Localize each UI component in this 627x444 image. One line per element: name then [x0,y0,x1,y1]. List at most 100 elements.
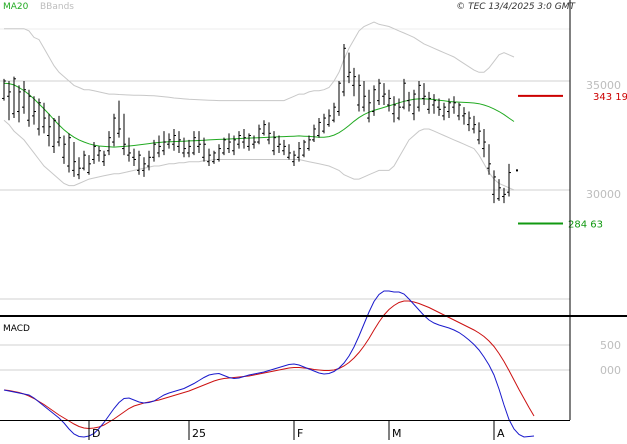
ohlc-bar [137,150,141,175]
ohlc-bar [267,122,271,145]
ohlc-bar [437,98,441,116]
ohlc-bar [102,150,106,167]
ohlc-bar [327,109,331,127]
ohlc-bar [242,128,246,149]
ohlc-bar [312,124,316,143]
ohlc-bar [122,113,126,156]
ohlc-bar [472,115,476,134]
bband-lower-line [3,119,515,191]
ohlc-bar [272,131,276,156]
ohlc-bar [457,102,461,121]
ohlc-bar [282,139,286,156]
ohlc-bar [27,89,31,127]
ohlc-bar [257,124,261,145]
ohlc-bar [42,102,46,134]
ohlc-bar [202,137,206,162]
ohlc-bar [22,81,26,114]
ohlc-bar [142,157,146,177]
ohlc-bar [17,85,21,123]
ohlc-bar [212,150,216,164]
ohlc-bar [222,137,226,156]
ohlc-bar [432,94,436,114]
ohlc-bar [302,139,306,158]
ohlc-bar [117,100,121,138]
ohlc-bar [2,78,6,101]
ohlc-bar [287,144,291,160]
legend-ma: MA20 [3,2,29,12]
ohlc-bar [402,78,406,110]
ohlc-bar [187,139,191,158]
ohlc-bar [237,131,241,149]
ohlc-bar [172,128,176,151]
ohlc-bar [422,83,426,105]
ohlc-bar [417,81,421,112]
ohlc-bar [342,43,346,97]
ohlc-bar [447,98,451,119]
time-tick-label: A [497,427,505,440]
ohlc-bar [332,102,336,123]
ohlc-bar [107,131,111,156]
ohlc-bar [352,67,356,97]
ohlc-bar [307,135,311,151]
time-tick-label: M [392,427,402,440]
ohlc-bar [52,118,56,153]
ohlc-bar [12,76,16,119]
ohlc-bar [467,111,471,132]
ohlc-bar [112,113,116,147]
ohlc-bar [32,96,36,125]
ohlc-bar [217,144,221,162]
ohlc-bar [182,137,186,158]
ohlc-bar [7,81,11,121]
price-tick-label: 30000 [586,188,621,201]
ohlc-bar [167,133,171,149]
ohlc-bar [72,142,76,177]
ohlc-bar [67,133,71,173]
ohlc-bar [487,144,491,175]
ohlc-bar [232,135,236,156]
ohlc-bar [442,102,446,121]
ohlc-bar [252,135,256,149]
ohlc-bar [177,131,181,153]
ohlc-bar [412,89,416,121]
ohlc-bar [497,179,501,201]
ohlc-bar [372,85,376,116]
ohlc-bar [502,187,506,204]
ohlc-bar [227,133,231,153]
ohlc-bar [492,170,496,204]
ohlc-bar [62,135,66,164]
macd-tick-label: 500 [600,339,621,352]
ohlc-bar [462,107,466,125]
ohlc-bar [262,120,266,136]
time-tick-label: 25 [192,427,206,440]
ohlc-bar [192,131,196,156]
ohlc-bar [162,131,166,156]
ohlc-bar [317,118,321,138]
ohlc-bar [387,89,391,112]
macd-title: MACD [3,324,30,334]
ohlc-bar [362,81,366,112]
macd-line [3,290,535,438]
ohlc-bar [507,163,511,197]
ohlc-bar [357,74,361,112]
legend-bbands: BBands [40,2,74,12]
time-tick-label: F [297,427,303,440]
ohlc-bar [37,98,41,136]
ohlc-bar [482,128,486,158]
ohlc-bar [57,115,61,147]
ohlc-bar [197,131,201,153]
ohlc-bar [392,96,396,123]
ohlc-bar [297,142,301,162]
macd-tick-label: 000 [600,364,621,377]
ohlc-bar [87,155,91,175]
last-price-marker [516,169,518,172]
support-label: 284 63 [568,220,603,231]
ohlc-bar [337,81,341,116]
ohlc-bar [47,113,51,147]
copyright-text: © TEC 13/4/2025 3:0 GMT [456,2,576,12]
ohlc-bar [127,137,131,162]
ohlc-bar [147,150,151,171]
ohlc-bar [92,142,96,164]
time-tick-label: D [92,427,100,440]
ohlc-bar [427,91,431,114]
